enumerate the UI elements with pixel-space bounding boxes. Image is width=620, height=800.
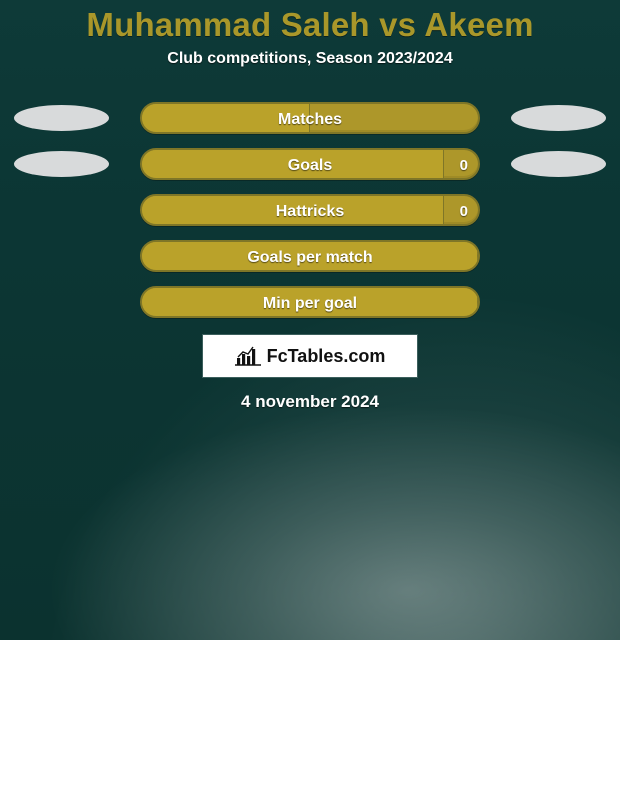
left-value-pill [14, 151, 109, 177]
stat-bar-fill [140, 286, 478, 318]
stat-bar-fill [140, 240, 478, 272]
comparison-chart: Matches Goals 0 Hattricks 0 [10, 102, 610, 318]
stat-right-value: 0 [460, 196, 468, 226]
stat-bar: Goals 0 [140, 148, 480, 180]
stat-row: Goals per match [10, 240, 610, 272]
stat-bar-fill [140, 102, 310, 134]
page-title: Muhammad Saleh vs Akeem [0, 0, 620, 44]
right-value-pill [511, 151, 606, 177]
page-subtitle: Club competitions, Season 2023/2024 [0, 50, 620, 68]
stat-bar: Matches [140, 102, 480, 134]
left-value-pill [14, 105, 109, 131]
stat-row: Hattricks 0 [10, 194, 610, 226]
site-logo[interactable]: FcTables.com [202, 334, 418, 378]
stat-bar: Hattricks 0 [140, 194, 480, 226]
stat-bar: Goals per match [140, 240, 480, 272]
stat-row: Goals 0 [10, 148, 610, 180]
barchart-icon [235, 346, 261, 366]
stat-bar-fill [140, 194, 444, 226]
page: Muhammad Saleh vs Akeem Club competition… [0, 0, 620, 580]
snapshot-date: 4 november 2024 [0, 392, 620, 412]
stat-row: Min per goal [10, 286, 610, 318]
site-logo-text: FcTables.com [267, 346, 386, 367]
stat-right-value: 0 [460, 150, 468, 180]
stat-row: Matches [10, 102, 610, 134]
stat-bar: Min per goal [140, 286, 480, 318]
stat-bar-fill [140, 148, 444, 180]
right-value-pill [511, 105, 606, 131]
